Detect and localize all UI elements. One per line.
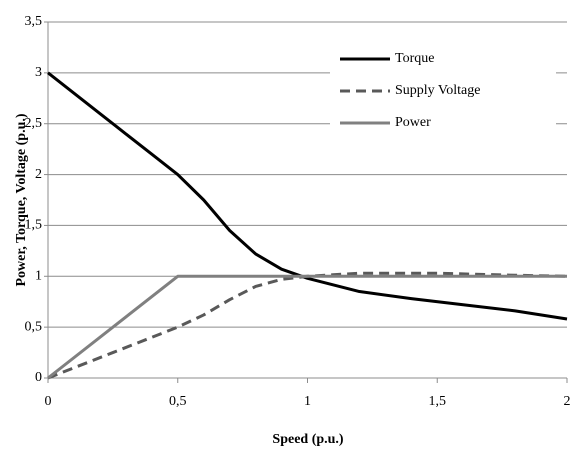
y-tick-label: 0,5 bbox=[25, 319, 43, 334]
legend-label: Power bbox=[395, 115, 431, 130]
x-axis-title: Speed (p.u.) bbox=[272, 432, 344, 447]
y-tick-label: 1 bbox=[35, 269, 42, 284]
x-tick-label: 2 bbox=[564, 394, 571, 409]
series-line bbox=[47, 274, 567, 380]
legend-label: Torque bbox=[395, 51, 434, 66]
x-tick-label: 1,5 bbox=[429, 394, 447, 409]
series-line bbox=[47, 271, 568, 380]
y-tick-label: 0 bbox=[35, 370, 42, 385]
x-tick-label: 0 bbox=[45, 394, 52, 409]
y-tick-label: 1,5 bbox=[25, 218, 43, 233]
y-tick-label: 2,5 bbox=[25, 116, 43, 131]
y-tick-label: 2 bbox=[35, 167, 42, 182]
y-tick-label: 3,5 bbox=[25, 14, 43, 29]
y-tick-label: 3 bbox=[35, 65, 42, 80]
y-axis-title: Power, Torque, Voltage (p.u.) bbox=[14, 113, 29, 286]
x-tick-label: 0,5 bbox=[169, 394, 187, 409]
series-line bbox=[47, 71, 568, 321]
legend-label: Supply Voltage bbox=[395, 83, 480, 98]
x-tick-label: 1 bbox=[304, 394, 311, 409]
